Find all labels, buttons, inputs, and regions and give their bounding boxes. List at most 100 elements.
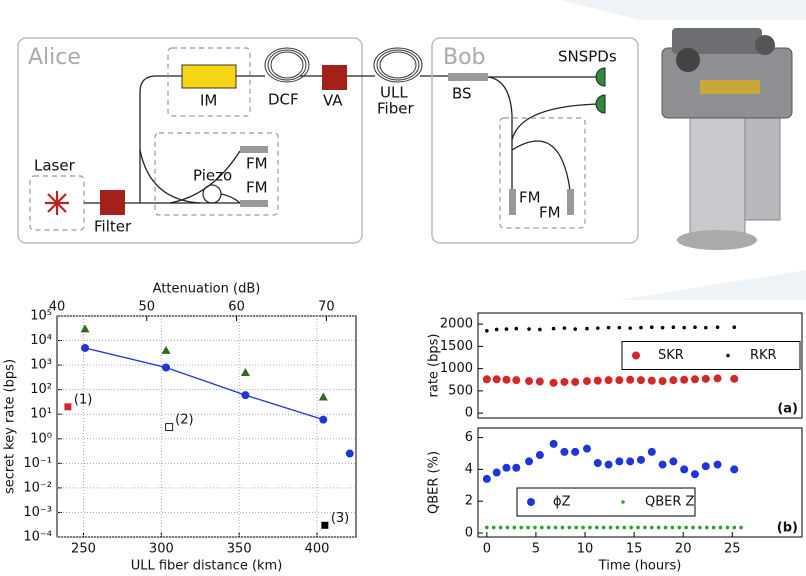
marker (702, 375, 710, 383)
marker (319, 393, 328, 401)
y-axis-label: rate (bps) (427, 334, 442, 398)
marker (346, 450, 354, 458)
dcf-coil (265, 48, 309, 82)
marker (550, 379, 558, 387)
marker (485, 526, 489, 530)
marker (648, 448, 656, 456)
legend-marker (527, 498, 535, 506)
panel-label: (a) (777, 402, 798, 417)
y-tick-label: 10³ (30, 358, 52, 373)
y-tick-label: 10¹ (30, 407, 52, 422)
x2-tick-label: 60 (228, 300, 245, 315)
marker (650, 325, 654, 329)
marker (64, 403, 71, 410)
legend-marker (726, 354, 730, 358)
marker (568, 526, 572, 530)
marker (162, 346, 171, 354)
marker (680, 376, 688, 384)
y-tick-label: 10⁴ (30, 333, 52, 348)
marker (732, 325, 736, 329)
point-annotation: (2) (175, 413, 193, 428)
marker (527, 327, 531, 331)
marker (493, 375, 501, 383)
marker (609, 526, 613, 530)
marker (677, 526, 681, 530)
legend-marker (632, 352, 640, 360)
marker (607, 326, 611, 330)
marker (636, 526, 640, 530)
piezo (203, 185, 221, 203)
y-tick-label: 10⁻³ (23, 505, 52, 520)
fm-label: FM (246, 155, 268, 173)
legend-marker (621, 500, 625, 504)
marker (693, 325, 697, 329)
marker (321, 522, 328, 529)
marker (525, 457, 533, 465)
marker (616, 526, 620, 530)
background-shape (560, 0, 806, 20)
marker (712, 526, 716, 530)
legend-label: QBER Z (645, 495, 695, 510)
y-tick-label: 10⁰ (30, 431, 52, 446)
bs (448, 73, 488, 81)
x-tick-label: 5 (532, 542, 540, 557)
marker (664, 526, 668, 530)
marker (702, 462, 710, 470)
marker (626, 376, 634, 384)
detector (596, 95, 605, 113)
marker (637, 456, 645, 464)
fiber (488, 77, 600, 190)
marker (622, 526, 626, 530)
piezo-label: Piezo (193, 167, 232, 185)
marker (684, 526, 688, 530)
marker (483, 375, 491, 383)
series-line (85, 348, 323, 420)
x-tick-label: 15 (626, 542, 643, 557)
marker (680, 465, 688, 473)
laser-icon (45, 191, 69, 215)
marker (162, 363, 170, 371)
y-axis-label: QBER (%) (427, 451, 442, 514)
y-tick-label: 4 (465, 462, 473, 477)
marker (505, 327, 509, 331)
marker (682, 326, 686, 330)
x-axis-label: ULL fiber distance (km) (131, 559, 283, 574)
y-tick-label: 10⁻¹ (23, 456, 52, 471)
legend-label: SKR (658, 348, 684, 363)
marker (495, 328, 499, 332)
marker (596, 326, 600, 330)
dcf-label: DCF (268, 91, 299, 109)
marker (525, 377, 533, 385)
background-shape (620, 270, 806, 300)
fm (567, 189, 574, 215)
marker (583, 445, 591, 453)
marker (241, 391, 249, 399)
y-tick-label: 10⁻² (23, 480, 52, 495)
marker (538, 328, 542, 332)
marker (502, 376, 510, 384)
marker (705, 526, 709, 530)
x-tick-label: 250 (71, 542, 96, 557)
marker (595, 526, 599, 530)
marker (661, 326, 665, 330)
y-tick-label: 500 (448, 383, 473, 398)
marker (637, 376, 645, 384)
y-tick-label: 0 (465, 406, 473, 421)
point-annotation: (3) (331, 511, 349, 526)
marker (650, 526, 654, 530)
x-tick-label: 300 (149, 542, 174, 557)
marker (81, 324, 90, 332)
x2-tick-label: 40 (49, 300, 66, 315)
marker (732, 526, 736, 530)
marker (571, 448, 579, 456)
x-tick-label: 0 (483, 542, 491, 557)
y-tick-label: 10² (30, 382, 52, 397)
fiber (221, 194, 240, 203)
marker (602, 526, 606, 530)
filter (100, 190, 125, 215)
marker (485, 329, 489, 333)
x-tick-label: 25 (724, 542, 741, 557)
fm-label: FM (519, 189, 541, 207)
marker (716, 325, 720, 329)
y-tick-label: 10⁻⁴ (23, 530, 52, 545)
